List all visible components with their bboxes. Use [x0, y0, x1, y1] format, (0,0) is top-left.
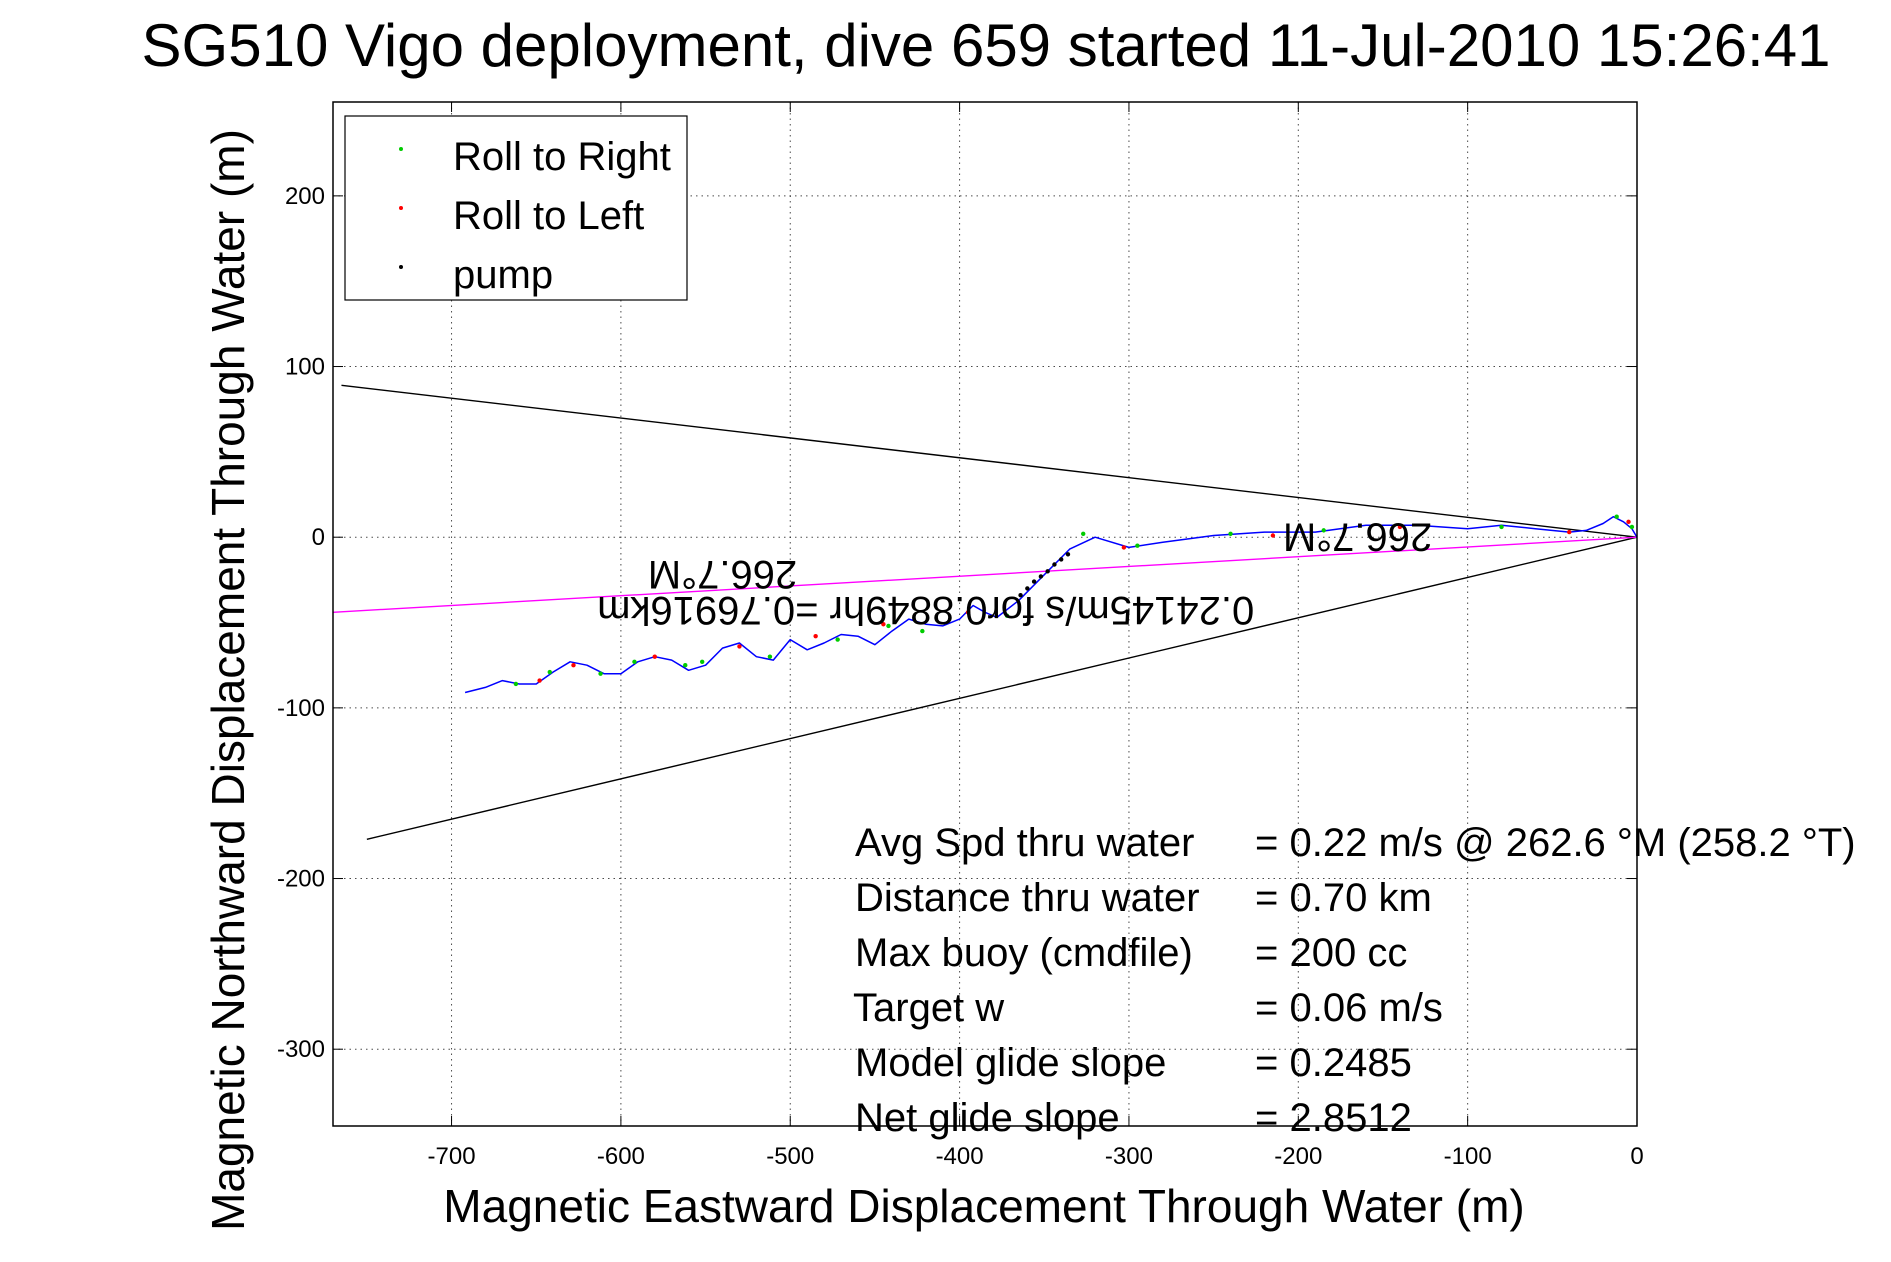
x-axis-label: Magnetic Eastward Displacement Through W…	[443, 1180, 1524, 1232]
legend-label-pump: pump	[453, 253, 553, 297]
stat-value-net-glide: = 2.8512	[1255, 1096, 1412, 1140]
x-tick-label: -400	[936, 1143, 984, 1170]
roll-left-marker	[965, 610, 971, 615]
stat-label-target-w: Target w	[853, 986, 1004, 1030]
roll-left-marker	[1626, 519, 1631, 525]
roll-left-marker	[737, 644, 742, 649]
plot-frame	[332, 101, 1638, 1127]
roll-left-marker	[813, 633, 818, 639]
pump-marker	[1025, 586, 1030, 591]
roll-left-marker	[881, 622, 886, 627]
stat-label-distance: Distance thru water	[855, 876, 1200, 920]
y-tick-label: 200	[285, 183, 325, 210]
x-tick-label: 0	[1630, 1143, 1643, 1170]
pump-marker	[1031, 579, 1037, 584]
roll-right-marker	[632, 659, 637, 664]
roll-right-marker	[513, 681, 519, 687]
legend-marker-roll-right	[399, 147, 403, 151]
roll-right-marker	[1135, 543, 1140, 548]
lower-bound-line	[366, 536, 1638, 840]
stat-label-net-glide: Net glide slope	[855, 1096, 1120, 1140]
heading-annotation: 0.24145m/s for0.8849hr =0.76916km	[597, 588, 1254, 632]
roll-left-marker	[571, 663, 576, 668]
roll-right-marker	[683, 663, 688, 668]
y-tick-label: -100	[277, 695, 325, 722]
pump-marker	[1052, 562, 1057, 567]
roll-left-marker	[652, 654, 657, 659]
y-tick-label: 0	[312, 524, 325, 551]
x-tick-label: -100	[1444, 1143, 1492, 1170]
roll-right-marker	[1228, 531, 1233, 536]
heading-line	[332, 536, 1638, 613]
roll-left-marker	[537, 678, 542, 683]
x-tick-label: -700	[428, 1143, 476, 1170]
roll-right-marker	[1321, 528, 1326, 533]
stat-value-avg-speed: = 0.22 m/s @ 262.6 °M (258.2 °T)	[1255, 821, 1856, 865]
upper-bound-line	[341, 384, 1638, 538]
roll-right-marker	[835, 637, 840, 642]
stat-label-avg-speed: Avg Spd thru water	[855, 821, 1194, 865]
track-line	[464, 515, 1638, 694]
x-axis-ticks: -700 -600 -500 -400 -300 -200 -100 0	[428, 102, 1644, 1170]
pump-marker	[1038, 574, 1044, 579]
pump-marker	[1065, 552, 1071, 557]
guide-lines	[332, 384, 1638, 840]
y-tick-label: 100	[285, 354, 325, 381]
roll-right-marker	[1614, 514, 1619, 519]
roll-left-marker	[1567, 529, 1572, 535]
y-axis-label: Magnetic Northward Displacement Through …	[202, 129, 254, 1231]
roll-left-marker	[1397, 524, 1403, 530]
chart-title: SG510 Vigo deployment, dive 659 started …	[142, 12, 1831, 79]
pump-marker	[1045, 569, 1050, 574]
roll-right-marker	[1629, 524, 1635, 530]
y-axis-ticks: 200 100 0 -100 -200 -300	[277, 183, 1637, 1063]
x-tick-label: -300	[1105, 1143, 1153, 1170]
legend-label-roll-right: Roll to Right	[453, 135, 671, 179]
roll-right-marker	[547, 669, 552, 675]
pump-marker	[1018, 593, 1023, 598]
roll-right-marker	[1004, 613, 1010, 618]
stat-label-model-glide: Model glide slope	[855, 1041, 1166, 1085]
roll-right-marker	[1499, 524, 1504, 530]
heading-annotation: 266.7°M	[648, 552, 797, 596]
stat-value-distance: = 0.70 km	[1255, 876, 1432, 920]
roll-right-marker	[598, 671, 603, 676]
y-tick-label: -200	[277, 866, 325, 893]
roll-right-marker	[886, 623, 891, 629]
roll-left-marker	[1270, 533, 1276, 538]
x-tick-label: -500	[766, 1143, 814, 1170]
stat-value-target-w: = 0.06 m/s	[1255, 986, 1443, 1030]
legend-marker-roll-left	[399, 206, 403, 210]
track-group	[464, 515, 1638, 694]
roll-right-marker	[767, 654, 773, 659]
pump-marker	[1059, 557, 1064, 562]
annotation-group: 266.7°M0.24145m/s for0.8849hr =0.76916km…	[597, 515, 1432, 632]
legend-label-roll-left: Roll to Left	[453, 194, 644, 238]
x-tick-label: -600	[597, 1143, 645, 1170]
roll-left-marker	[1121, 545, 1127, 550]
heading-annotation: 266.7°M	[1283, 515, 1432, 559]
marker-group	[513, 514, 1635, 687]
roll-right-marker	[920, 628, 925, 634]
stats-block: Avg Spd thru water = 0.22 m/s @ 262.6 °M…	[853, 821, 1856, 1140]
x-tick-label: -200	[1274, 1143, 1322, 1170]
roll-right-marker	[1081, 531, 1086, 536]
legend-marker-pump	[399, 265, 403, 269]
roll-right-marker	[699, 659, 705, 664]
stat-value-model-glide: = 0.2485	[1255, 1041, 1412, 1085]
stat-value-max-buoy: = 200 cc	[1255, 931, 1407, 975]
legend: Roll to Right Roll to Left pump	[344, 115, 688, 301]
stat-label-max-buoy: Max buoy (cmdfile)	[855, 931, 1193, 975]
y-tick-label: -300	[277, 1036, 325, 1063]
